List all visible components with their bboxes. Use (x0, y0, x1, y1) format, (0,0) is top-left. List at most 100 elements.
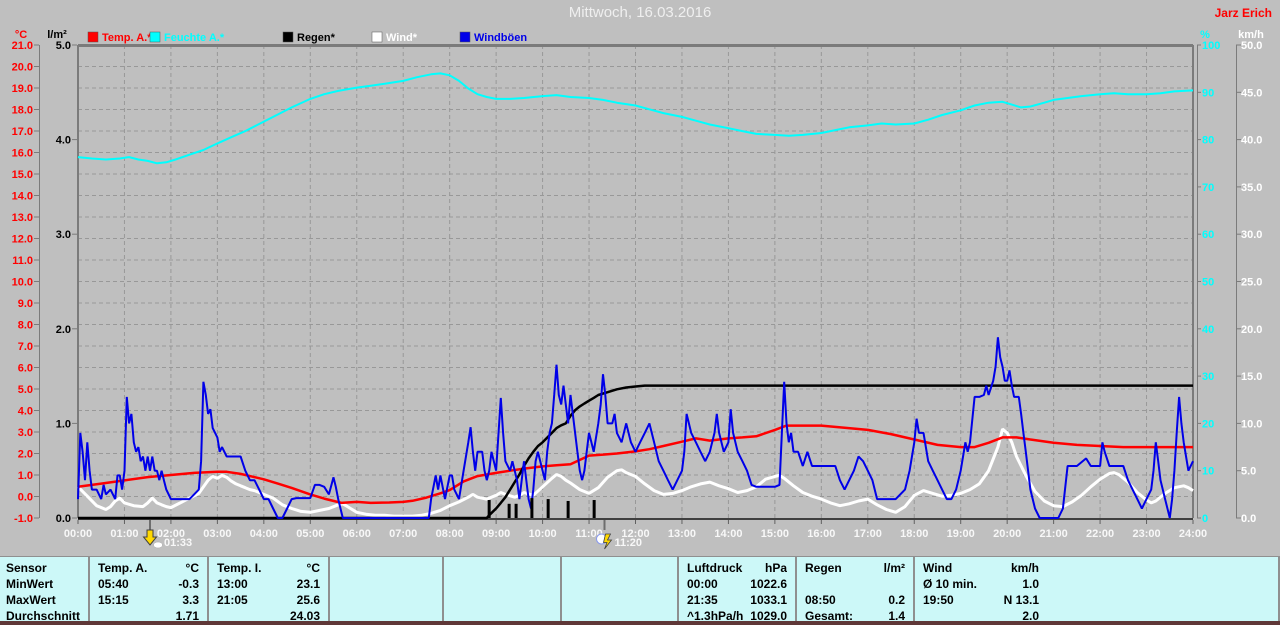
down-arrow-icon (142, 529, 158, 546)
wind_kmh-tick-label: 25.0 (1241, 277, 1262, 289)
rain-bar (514, 503, 518, 518)
wind_kmh-tick-label: 45.0 (1241, 87, 1262, 99)
wind_kmh-tick-label: 15.0 (1241, 371, 1262, 383)
x-tick-label: 21:00 (1040, 528, 1068, 540)
temp-axis-unit: °C (15, 29, 27, 41)
x-tick-label: 22:00 (1086, 528, 1114, 540)
wind_kmh-tick-label: 35.0 (1241, 182, 1262, 194)
temp_c-tick-label: 17.0 (12, 126, 33, 138)
rain-bar (592, 500, 596, 518)
table-cell: 1033.1 (750, 593, 787, 607)
x-tick-label: 10:00 (529, 528, 557, 540)
temp_c-tick-label: 13.0 (12, 212, 33, 224)
temp_c-tick-label: -1.0 (14, 513, 33, 525)
table-cell: 25.6 (296, 593, 320, 607)
temp_c-tick-label: 14.0 (12, 191, 33, 203)
legend-swatch-gusts (459, 31, 471, 43)
table-cell: 1.71 (175, 609, 199, 623)
x-tick-label: 05:00 (296, 528, 324, 540)
rain_lm2-tick-label: 0.0 (56, 513, 71, 525)
wind_kmh-tick-label: 50.0 (1241, 40, 1262, 52)
table-cell: Ø 10 min. (923, 577, 978, 591)
x-tick-label: 19:00 (947, 528, 975, 540)
series-1 (77, 72, 1194, 165)
table-column-separator (328, 557, 330, 621)
legend-label-humidity: Feuchte A.* (164, 32, 225, 44)
moonrise-marker: 11:20 (596, 520, 643, 550)
x-tick-label: 07:00 (389, 528, 417, 540)
x-tick-label: 14:00 (714, 528, 742, 540)
legend-swatch-humidity (149, 31, 161, 43)
series-4 (77, 337, 1194, 519)
table-cell: Luftdruck (687, 561, 743, 575)
table-cell: N 13.1 (1003, 593, 1039, 607)
legend-swatch-wind (371, 31, 383, 43)
table-cell: °C (185, 561, 199, 575)
rain-bar (530, 498, 534, 518)
x-tick-label: 09:00 (482, 528, 510, 540)
x-tick-label: 06:00 (343, 528, 371, 540)
legend-label-wind: Wind* (386, 32, 418, 44)
humidity_pct-tick-label: 70 (1202, 182, 1214, 194)
x-tick-label: 03:00 (203, 528, 231, 540)
temp_c-tick-label: 21.0 (12, 40, 33, 52)
page-title: Mittwoch, 16.03.2016 (569, 4, 712, 21)
temp_c-tick-label: 19.0 (12, 83, 33, 95)
legend-label-temp: Temp. A.* (102, 32, 152, 44)
legend-label-gusts: Windböen (474, 32, 527, 44)
wind_kmh-tick-label: 30.0 (1241, 229, 1262, 241)
x-tick-label: 01:00 (110, 528, 138, 540)
table-cell: 1.0 (1022, 577, 1039, 591)
temp_c-tick-label: 10.0 (12, 277, 33, 289)
marker-time-label: 01:33 (164, 537, 192, 549)
temp_c-tick-label: 15.0 (12, 169, 33, 181)
rain_lm2-tick-label: 4.0 (56, 135, 71, 147)
table-cell: 19:50 (923, 593, 954, 607)
x-tick-label: 17:00 (854, 528, 882, 540)
x-tick-label: 11:00 (575, 528, 603, 540)
table-column-separator (560, 557, 562, 621)
series-3 (76, 427, 1194, 518)
x-tick-label: 12:00 (621, 528, 649, 540)
weather-day-chart: Mittwoch, 16.03.2016 Jarz Erich °C l/m² … (12, 4, 1272, 550)
x-tick-label: 02:00 (157, 528, 185, 540)
table-cell: 15:15 (98, 593, 129, 607)
marker-time-label: 11:20 (615, 537, 643, 549)
table-column-separator (88, 557, 90, 621)
temp_c-tick-label: 9.0 (18, 298, 33, 310)
humidity_pct-tick-label: 60 (1202, 229, 1214, 241)
x-axis-labels: 00:00 01:00 02:00 03:00 04:00 05:00 06:00 07:00… (64, 520, 1207, 540)
temp_c-tick-label: 3.0 (18, 427, 33, 439)
astro-markers: 01:33 11:20 (142, 520, 643, 550)
moonset-marker: 01:33 (142, 520, 192, 549)
moon-icon (153, 541, 163, 549)
statistics-table: Sensor MinWert MaxWert Durchschnitt Temp… (0, 556, 1280, 623)
humidity_pct-tick-label: 10 (1202, 466, 1214, 478)
x-tick-label: 20:00 (993, 528, 1021, 540)
legend-swatch-temp (87, 31, 99, 43)
table-cell: km/h (1010, 561, 1039, 575)
rain-axis-unit: l/m² (47, 29, 67, 41)
rain-bar (566, 500, 570, 518)
table-cell: Gesamt: (805, 609, 854, 623)
rain-bars (487, 498, 596, 518)
table-row-label: MaxWert (6, 593, 56, 607)
table-row-label: Sensor (6, 561, 47, 575)
table-cell: 08:50 (805, 593, 836, 607)
x-tick-label: 00:00 (64, 528, 92, 540)
legend-swatch-rain (282, 31, 294, 43)
table-cell: 1.4 (888, 609, 905, 623)
temp_c-tick-label: 0.0 (18, 492, 33, 504)
table-cell: 3.3 (182, 593, 199, 607)
rain_lm2-tick-label: 1.0 (56, 418, 71, 430)
table-cell: 21:05 (217, 593, 248, 607)
table-cell: Temp. I. (217, 561, 262, 575)
data-series (76, 72, 1194, 520)
table-cell: 2.0 (1022, 609, 1039, 623)
rain_lm2-tick-label: 5.0 (56, 40, 71, 52)
table-column-separator (442, 557, 444, 621)
x-tick-label: 16:00 (807, 528, 835, 540)
temp_c-tick-label: 1.0 (18, 470, 33, 482)
table-cell: hPa (764, 561, 787, 575)
